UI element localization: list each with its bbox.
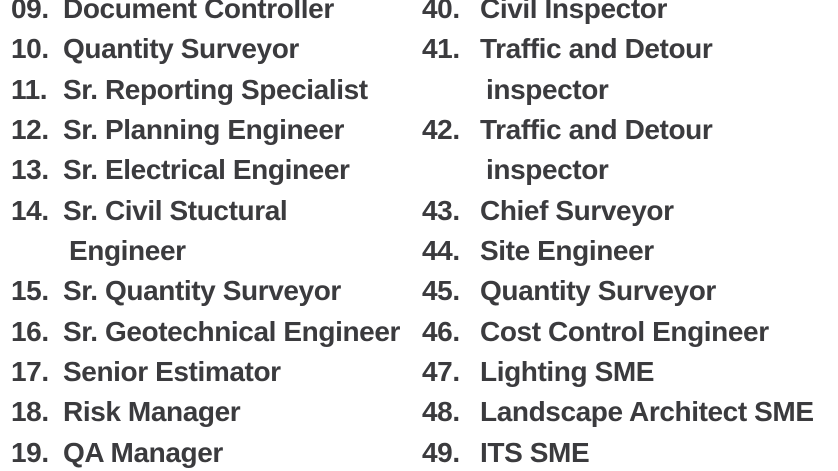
item-number: 16. bbox=[11, 315, 49, 347]
list-item: 42. Traffic and Detour inspector bbox=[422, 110, 838, 191]
item-title: QA Manager bbox=[63, 436, 223, 468]
item-title-wrap: inspector bbox=[486, 154, 609, 186]
list-item: 18. Risk Manager bbox=[11, 392, 422, 432]
item-number: 09. bbox=[11, 0, 49, 24]
item-title: Landscape Architect SME bbox=[480, 396, 814, 428]
item-number: 13. bbox=[11, 154, 49, 186]
list-item: 48. Landscape Architect SME bbox=[422, 392, 838, 432]
item-number: 48. bbox=[422, 396, 460, 428]
item-title: Lighting SME bbox=[480, 355, 655, 387]
list-item: 12. Sr. Planning Engineer bbox=[11, 110, 422, 150]
item-title: Document Controller bbox=[63, 0, 334, 24]
item-title: Sr. Civil Stuctural bbox=[63, 194, 288, 226]
list-item: 47. Lighting SME bbox=[422, 352, 838, 392]
list-item: 10. Quantity Surveyor bbox=[11, 29, 422, 69]
item-title: Sr. Electrical Engineer bbox=[63, 154, 350, 186]
item-number: 46. bbox=[422, 315, 460, 347]
list-item: 44. Site Engineer bbox=[422, 231, 838, 271]
item-number: 49. bbox=[422, 436, 460, 468]
item-number: 44. bbox=[422, 234, 460, 266]
item-title: Chief Surveyor bbox=[480, 194, 674, 226]
item-number: 10. bbox=[11, 33, 49, 65]
item-title: Sr. Quantity Surveyor bbox=[63, 275, 341, 307]
item-title: Risk Manager bbox=[63, 396, 241, 428]
item-number: 17. bbox=[11, 355, 49, 387]
list-item: 46. Cost Control Engineer bbox=[422, 312, 838, 352]
item-number: 15. bbox=[11, 275, 49, 307]
item-title-wrap: Engineer bbox=[69, 234, 186, 266]
list-item: 17. Senior Estimator bbox=[11, 352, 422, 392]
item-number: 45. bbox=[422, 275, 460, 307]
item-title: Quantity Surveyor bbox=[480, 275, 716, 307]
list-item: 45. Quantity Surveyor bbox=[422, 271, 838, 311]
item-title: Traffic and Detour bbox=[480, 113, 713, 145]
item-title: Site Engineer bbox=[480, 234, 654, 266]
item-number: 12. bbox=[11, 113, 49, 145]
item-number: 19. bbox=[11, 436, 49, 468]
item-title: Cost Control Engineer bbox=[480, 315, 769, 347]
list-item: 13. Sr. Electrical Engineer bbox=[11, 150, 422, 190]
item-number: 11. bbox=[11, 73, 48, 105]
item-number: 41. bbox=[422, 33, 460, 65]
item-title: Sr. Reporting Specialist bbox=[63, 73, 368, 105]
job-list-column-right: 40. Civil Inspector 41. Traffic and Deto… bbox=[422, 0, 838, 471]
item-number: 18. bbox=[11, 396, 49, 428]
item-title: Senior Estimator bbox=[63, 355, 281, 387]
item-title: Traffic and Detour bbox=[480, 33, 713, 65]
list-item: 43. Chief Surveyor bbox=[422, 191, 838, 231]
item-number: 42. bbox=[422, 113, 460, 145]
item-number: 40. bbox=[422, 0, 460, 24]
list-item: 11. Sr. Reporting Specialist bbox=[11, 70, 422, 110]
item-title: Sr. Geotechnical Engineer bbox=[63, 315, 401, 347]
item-title: Quantity Surveyor bbox=[63, 33, 299, 65]
list-item: 16. Sr. Geotechnical Engineer bbox=[11, 312, 422, 352]
list-item: 14. Sr. Civil Stuctural Engineer bbox=[11, 191, 422, 272]
list-item: 49. ITS SME bbox=[422, 433, 838, 471]
list-item: 41. Traffic and Detour inspector bbox=[422, 29, 838, 110]
list-item: 09. Document Controller bbox=[11, 0, 422, 29]
job-list-column-left: 09. Document Controller 10. Quantity Sur… bbox=[11, 0, 422, 471]
item-number: 47. bbox=[422, 355, 460, 387]
list-item: 40. Civil Inspector bbox=[422, 0, 838, 29]
item-number: 14. bbox=[11, 194, 49, 226]
item-title: Sr. Planning Engineer bbox=[63, 113, 344, 145]
item-number: 43. bbox=[422, 194, 460, 226]
item-title: Civil Inspector bbox=[480, 0, 667, 24]
list-item: 15. Sr. Quantity Surveyor bbox=[11, 271, 422, 311]
item-title: ITS SME bbox=[480, 436, 590, 468]
item-title-wrap: inspector bbox=[486, 73, 609, 105]
list-item: 19. QA Manager bbox=[11, 433, 422, 471]
